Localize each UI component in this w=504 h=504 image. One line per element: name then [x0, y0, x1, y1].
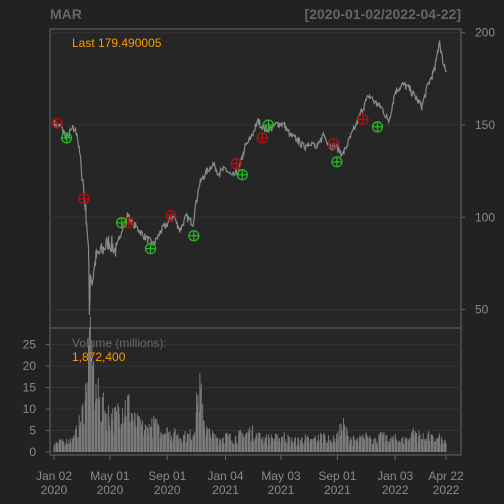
- x-tick-label: Jan 04: [208, 469, 244, 483]
- price-tick-label: 100: [475, 210, 495, 224]
- buy-marker: [262, 119, 275, 131]
- sell-marker: [328, 137, 340, 150]
- x-tick-year: 2022: [382, 483, 409, 497]
- x-tick-year: 2021: [212, 483, 239, 497]
- volume-label: Volume (millions):: [72, 336, 167, 350]
- price-tick-label: 200: [475, 26, 495, 40]
- x-tick-label: Sep 01: [318, 469, 356, 483]
- x-tick-year: 2022: [433, 483, 460, 497]
- chart-title: MAR: [50, 6, 82, 22]
- x-tick-label: Sep 01: [148, 469, 186, 483]
- volume-tick-label: 5: [29, 424, 36, 438]
- sell-marker: [357, 113, 369, 126]
- price-tick-label: 50: [475, 303, 489, 317]
- price-panel: 200 150 100 50 Last 179.490005: [49, 26, 495, 329]
- x-tick-label: Apr 22: [428, 469, 464, 483]
- price-tick-label: 150: [475, 118, 495, 132]
- volume-tick-label: 0: [29, 445, 36, 459]
- volume-tick-label: 25: [23, 338, 37, 352]
- x-tick-year: 2020: [97, 483, 124, 497]
- buy-marker: [188, 230, 200, 242]
- x-tick-year: 2020: [41, 483, 68, 497]
- date-range: [2020-01-02/2022-04-22]: [305, 6, 461, 22]
- buy-marker: [144, 242, 157, 255]
- buy-marker: [331, 156, 343, 168]
- x-tick-year: 2020: [154, 483, 181, 497]
- buy-marker: [115, 217, 128, 229]
- buy-marker: [371, 121, 384, 133]
- volume-y-axis: 25 20 15 10 5 0: [23, 338, 50, 459]
- sell-marker: [78, 193, 90, 205]
- sell-marker: [256, 132, 269, 144]
- sell-marker: [230, 158, 242, 170]
- x-tick-label: May 03: [261, 469, 301, 483]
- sell-marker: [51, 117, 63, 129]
- last-price-label: Last 179.490005: [72, 36, 162, 50]
- volume-last-value: 1,872,400: [72, 350, 126, 364]
- volume-tick-label: 20: [23, 359, 37, 373]
- x-tick-year: 2021: [324, 483, 351, 497]
- volume-tick-label: 10: [23, 402, 37, 416]
- x-tick-label: Jan 02: [36, 469, 72, 483]
- trade-markers: [51, 113, 384, 255]
- x-tick-year: 2021: [268, 483, 295, 497]
- volume-bars: [53, 316, 447, 452]
- price-line: [53, 40, 447, 315]
- x-tick-label: Jan 03: [377, 469, 413, 483]
- volume-tick-label: 15: [23, 381, 37, 395]
- x-tick-label: May 01: [90, 469, 130, 483]
- buy-marker: [60, 132, 73, 144]
- volume-panel: 25 20 15 10 5 0 Volume (millions): 1,872,400: [23, 316, 462, 459]
- buy-marker: [236, 169, 248, 181]
- price-panel-border: [49, 28, 462, 329]
- price-y-axis: 200 150 100 50: [461, 26, 495, 317]
- sell-marker: [165, 209, 177, 222]
